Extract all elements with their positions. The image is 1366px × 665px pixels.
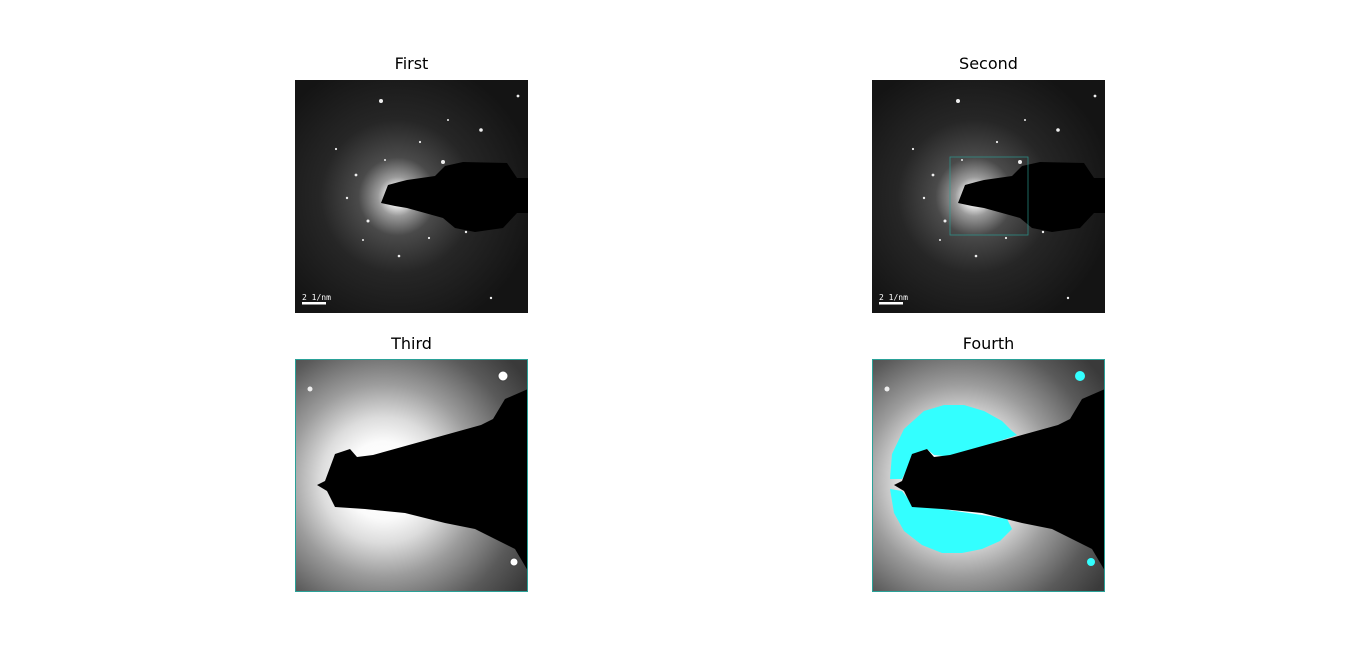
diffraction-image-first: 2 1/nm xyxy=(295,80,528,313)
mask-overlay xyxy=(890,405,1017,479)
scale-bar-label: 2 1/nm xyxy=(302,293,331,302)
panel-title-third: Third xyxy=(391,334,432,353)
roi-rectangle xyxy=(949,156,1029,236)
panel-title-fourth: Fourth xyxy=(962,334,1015,353)
bright-spot xyxy=(884,386,890,392)
bright-spot xyxy=(509,557,519,567)
beam-stopper-shape xyxy=(317,389,528,571)
panel-title-first: First xyxy=(394,54,429,73)
beam-stopper-shape xyxy=(381,162,528,232)
zoomed-roi-third xyxy=(295,359,528,592)
scale-bar xyxy=(302,302,326,305)
bright-spot xyxy=(307,386,313,392)
diffraction-spots xyxy=(334,94,520,300)
mask-overlay xyxy=(890,489,1012,553)
scale-bar xyxy=(879,302,903,305)
scale-bar-label: 2 1/nm xyxy=(879,293,908,302)
masked-roi-fourth xyxy=(872,359,1105,592)
mask-overlay-spot xyxy=(1087,558,1095,566)
mask-overlay-spot xyxy=(1075,371,1085,381)
bright-spot xyxy=(497,370,509,382)
panel-title-second: Second xyxy=(959,54,1018,73)
beam-stopper-shape xyxy=(894,389,1105,571)
beam-stopper-shape xyxy=(958,162,1105,232)
diffraction-image-second: 2 1/nm xyxy=(872,80,1105,313)
diffraction-spots xyxy=(911,94,1097,300)
